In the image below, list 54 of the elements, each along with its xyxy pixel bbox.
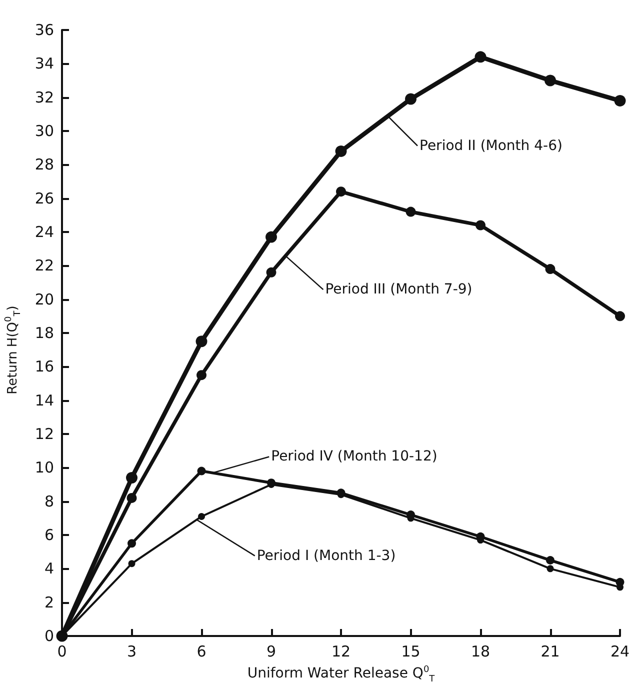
annotation: Period I (Month 1-3) xyxy=(256,548,396,564)
y-tick-label: 0 xyxy=(44,627,54,645)
x-tick-label: 21 xyxy=(540,642,560,660)
point xyxy=(614,94,626,106)
annotation: Period II (Month 4-6) xyxy=(420,138,562,154)
point xyxy=(405,93,416,105)
y-tick-label: 36 xyxy=(34,21,54,39)
y-tick-label: 30 xyxy=(34,122,54,140)
x-tick-label: 18 xyxy=(470,642,490,660)
point xyxy=(126,472,138,484)
y-tick-label: 26 xyxy=(34,189,54,208)
point xyxy=(546,565,554,572)
point xyxy=(545,264,556,274)
point xyxy=(474,51,486,63)
point xyxy=(615,311,625,322)
y-tick-label: 24 xyxy=(34,223,54,241)
point xyxy=(196,370,206,380)
annotation: Period III (Month 7-9) xyxy=(325,282,472,298)
point xyxy=(406,206,416,217)
x-tick-label: 9 xyxy=(266,642,276,660)
x-tick-label: 12 xyxy=(331,642,351,660)
x-tick-label: 15 xyxy=(401,642,420,660)
point xyxy=(335,145,347,157)
x-tick-label: 3 xyxy=(126,642,137,660)
y-tick-label: 28 xyxy=(34,156,54,174)
y-tick-label: 14 xyxy=(34,391,54,410)
point xyxy=(196,336,208,348)
y-tick-label: 34 xyxy=(34,54,54,73)
annotation: Period IV (Month 10-12) xyxy=(271,448,438,465)
y-tick-label: 12 xyxy=(34,425,54,443)
point xyxy=(197,466,206,476)
point xyxy=(336,186,346,197)
point xyxy=(198,512,205,520)
x-tick-label: 6 xyxy=(196,642,206,660)
point xyxy=(128,539,136,548)
point xyxy=(126,492,137,503)
y-tick-label: 16 xyxy=(34,358,54,376)
y-tick-label: 10 xyxy=(34,458,54,477)
y-tick-label: 22 xyxy=(34,256,54,275)
y-tick-label: 20 xyxy=(34,290,54,308)
point xyxy=(128,560,136,568)
point xyxy=(266,231,277,243)
y-tick-label: 4 xyxy=(44,560,54,578)
x-tick-label: 0 xyxy=(57,642,67,660)
point xyxy=(544,74,556,86)
point xyxy=(476,220,486,230)
y-tick-label: 18 xyxy=(34,324,54,342)
y-tick-label: 32 xyxy=(34,88,54,106)
y-tick-label: 2 xyxy=(44,593,54,612)
x-tick-label: 24 xyxy=(610,642,630,660)
y-tick-label: 8 xyxy=(44,492,54,510)
point xyxy=(546,556,554,564)
point xyxy=(266,267,276,278)
y-tick-label: 6 xyxy=(44,526,54,544)
